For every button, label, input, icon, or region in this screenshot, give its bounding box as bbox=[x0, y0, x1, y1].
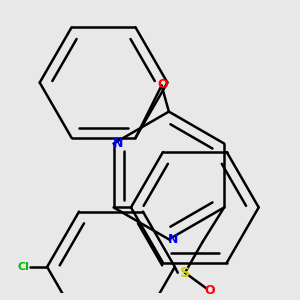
Text: O: O bbox=[158, 77, 168, 91]
Text: S: S bbox=[180, 266, 190, 280]
Text: N: N bbox=[113, 137, 123, 150]
Text: Cl: Cl bbox=[18, 262, 30, 272]
Text: N: N bbox=[168, 233, 178, 246]
Text: O: O bbox=[204, 284, 215, 297]
